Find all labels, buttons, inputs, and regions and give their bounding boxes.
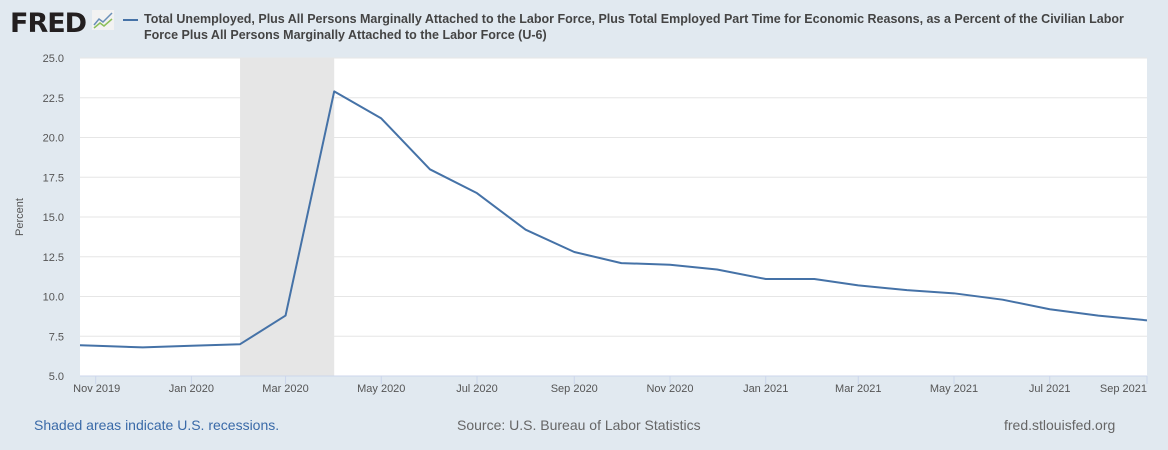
y-tick-label: 25.0 xyxy=(43,53,64,65)
x-tick-label: May 2021 xyxy=(930,383,978,395)
x-tick-label: Jan 2021 xyxy=(743,383,788,395)
fred-logo[interactable]: FRED xyxy=(10,8,87,39)
source-note: Source: U.S. Bureau of Labor Statistics xyxy=(457,417,701,433)
series-line xyxy=(80,90,1147,349)
trend-chart-icon xyxy=(92,10,114,30)
y-tick-label: 7.5 xyxy=(49,331,64,343)
x-tick-label: Sep 2020 xyxy=(551,383,598,395)
x-tick-label: May 2020 xyxy=(357,383,405,395)
x-tick-label: Nov 2019 xyxy=(73,383,120,395)
x-tick-label: Mar 2021 xyxy=(835,383,881,395)
site-link[interactable]: fred.stlouisfed.org xyxy=(1004,417,1116,433)
y-axis-label: Percent xyxy=(14,198,26,236)
y-tick-label: 5.0 xyxy=(49,371,64,383)
x-tick-label: Nov 2020 xyxy=(646,383,693,395)
recession-note: Shaded areas indicate U.S. recessions. xyxy=(34,417,280,433)
x-tick-label: Jul 2020 xyxy=(456,383,498,395)
y-tick-label: 22.5 xyxy=(43,93,64,105)
chart-title: Total Unemployed, Plus All Persons Margi… xyxy=(144,12,1124,42)
x-tick-label: Sep 2021 xyxy=(1100,383,1147,395)
y-tick-label: 20.0 xyxy=(43,133,64,145)
y-tick-label: 10.0 xyxy=(43,292,64,304)
x-tick-label: Jul 2021 xyxy=(1029,383,1071,395)
x-tick-label: Jan 2020 xyxy=(169,383,214,395)
x-tick-label: Mar 2020 xyxy=(262,383,308,395)
y-tick-label: 15.0 xyxy=(43,212,64,224)
y-tick-label: 12.5 xyxy=(43,252,64,264)
legend-swatch xyxy=(123,19,138,21)
y-tick-label: 17.5 xyxy=(43,172,64,184)
